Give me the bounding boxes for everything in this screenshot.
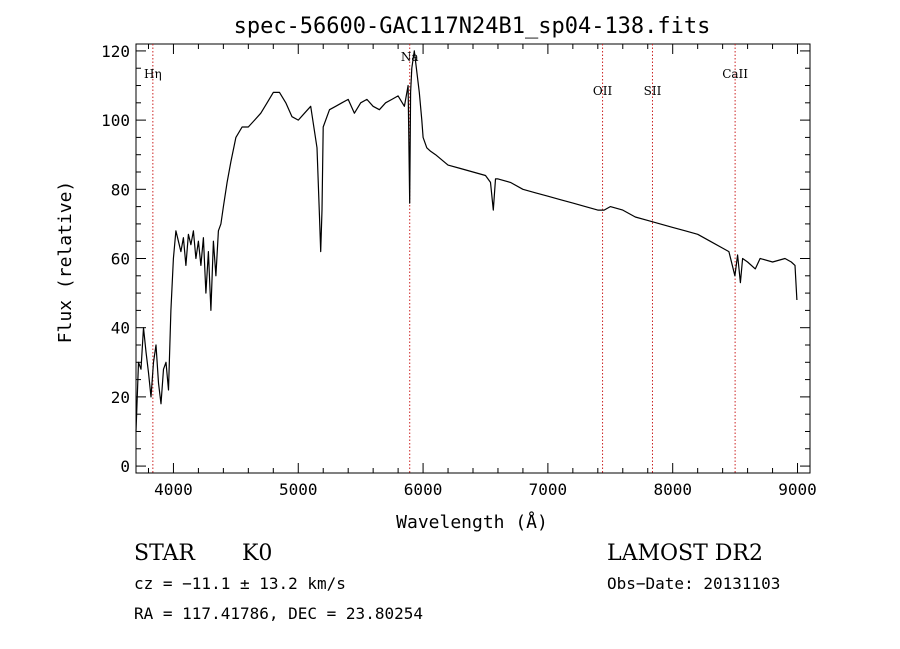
axes: 4000 5000 6000 7000 8000 9000 0 20 40 60 80 100 120 <box>101 42 817 499</box>
spectral-line-label: OII <box>593 84 613 98</box>
spectral-line-label: SII <box>644 84 662 98</box>
x-tick-label: 7000 <box>529 480 568 499</box>
spectral-line-label: CaII <box>722 67 748 81</box>
obs-date-text: Obs−Date: 20131103 <box>607 574 780 593</box>
y-tick-label: 80 <box>111 180 130 199</box>
x-tick-label: 5000 <box>279 480 318 499</box>
y-tick-label: 120 <box>101 42 130 61</box>
survey-label: LAMOST DR2 <box>607 541 763 566</box>
y-tick-label: 40 <box>111 319 130 338</box>
spectrum-line <box>135 50 798 432</box>
y-tick-label: 100 <box>101 111 130 130</box>
coords-text: RA = 117.41786, DEC = 23.80254 <box>134 604 423 623</box>
x-axis-label: Wavelength (Å) <box>396 511 548 533</box>
spectral-line-label: Hη <box>144 67 162 81</box>
y-axis-label: Flux (relative) <box>55 181 76 344</box>
subclass-label: K0 <box>242 541 272 566</box>
plot-frame <box>135 43 811 474</box>
x-tick-label: 6000 <box>404 480 443 499</box>
class-label: STAR <box>134 541 196 566</box>
x-tick-label: 8000 <box>653 480 692 499</box>
x-tick-label: 4000 <box>154 480 193 499</box>
chart-title: spec-56600-GAC117N24B1_sp04-138.fits <box>234 14 711 39</box>
x-tick-label: 9000 <box>778 480 817 499</box>
y-tick-label: 60 <box>111 250 130 269</box>
cz-text: cz = −11.1 ± 13.2 km/s <box>134 574 346 593</box>
y-tick-label: 0 <box>120 457 130 476</box>
y-tick-label: 20 <box>111 388 130 407</box>
